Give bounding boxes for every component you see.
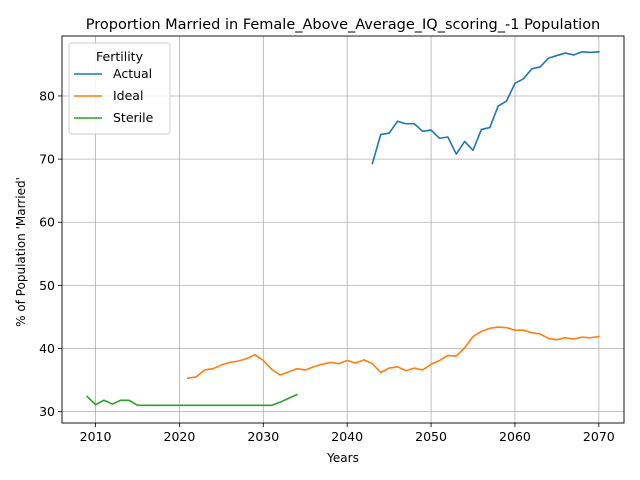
- y-axis-label: % of Population 'Married': [14, 177, 28, 327]
- series-line-actual: [371, 50, 600, 165]
- y-tick-label: 40: [39, 341, 55, 356]
- series-line-sterile: [86, 393, 298, 407]
- x-tick-label: 2070: [583, 429, 615, 444]
- y-tick-label: 30: [39, 404, 55, 419]
- x-tick-label: 2060: [499, 429, 531, 444]
- x-tick-label: 2050: [415, 429, 447, 444]
- x-tick-label: 2030: [247, 429, 279, 444]
- legend-label-sterile: Sterile: [113, 110, 154, 125]
- legend-label-ideal: Ideal: [113, 88, 143, 103]
- plot-frame: [61, 35, 625, 424]
- legend-box: [68, 42, 171, 135]
- legend: Fertility Actual Ideal Sterile: [68, 42, 171, 135]
- y-tick-label: 80: [39, 88, 55, 103]
- x-tick-label: 2040: [331, 429, 363, 444]
- x-tick-label: 2010: [80, 429, 112, 444]
- ticks: 2010 2020 2030 2040 2050 2060 2070 30 40 50 60 70 80: [39, 88, 615, 444]
- grid: [62, 36, 624, 423]
- chart-title: Proportion Married in Female_Above_Avera…: [86, 17, 601, 33]
- x-tick-label: 2020: [164, 429, 196, 444]
- legend-label-actual: Actual: [113, 66, 152, 81]
- series-group: [86, 50, 600, 407]
- series-line-ideal: [186, 326, 600, 380]
- y-tick-label: 70: [39, 152, 55, 167]
- y-tick-label: 60: [39, 215, 55, 230]
- x-axis-label: Years: [326, 451, 359, 465]
- y-tick-label: 50: [39, 278, 55, 293]
- legend-title: Fertility: [96, 49, 144, 64]
